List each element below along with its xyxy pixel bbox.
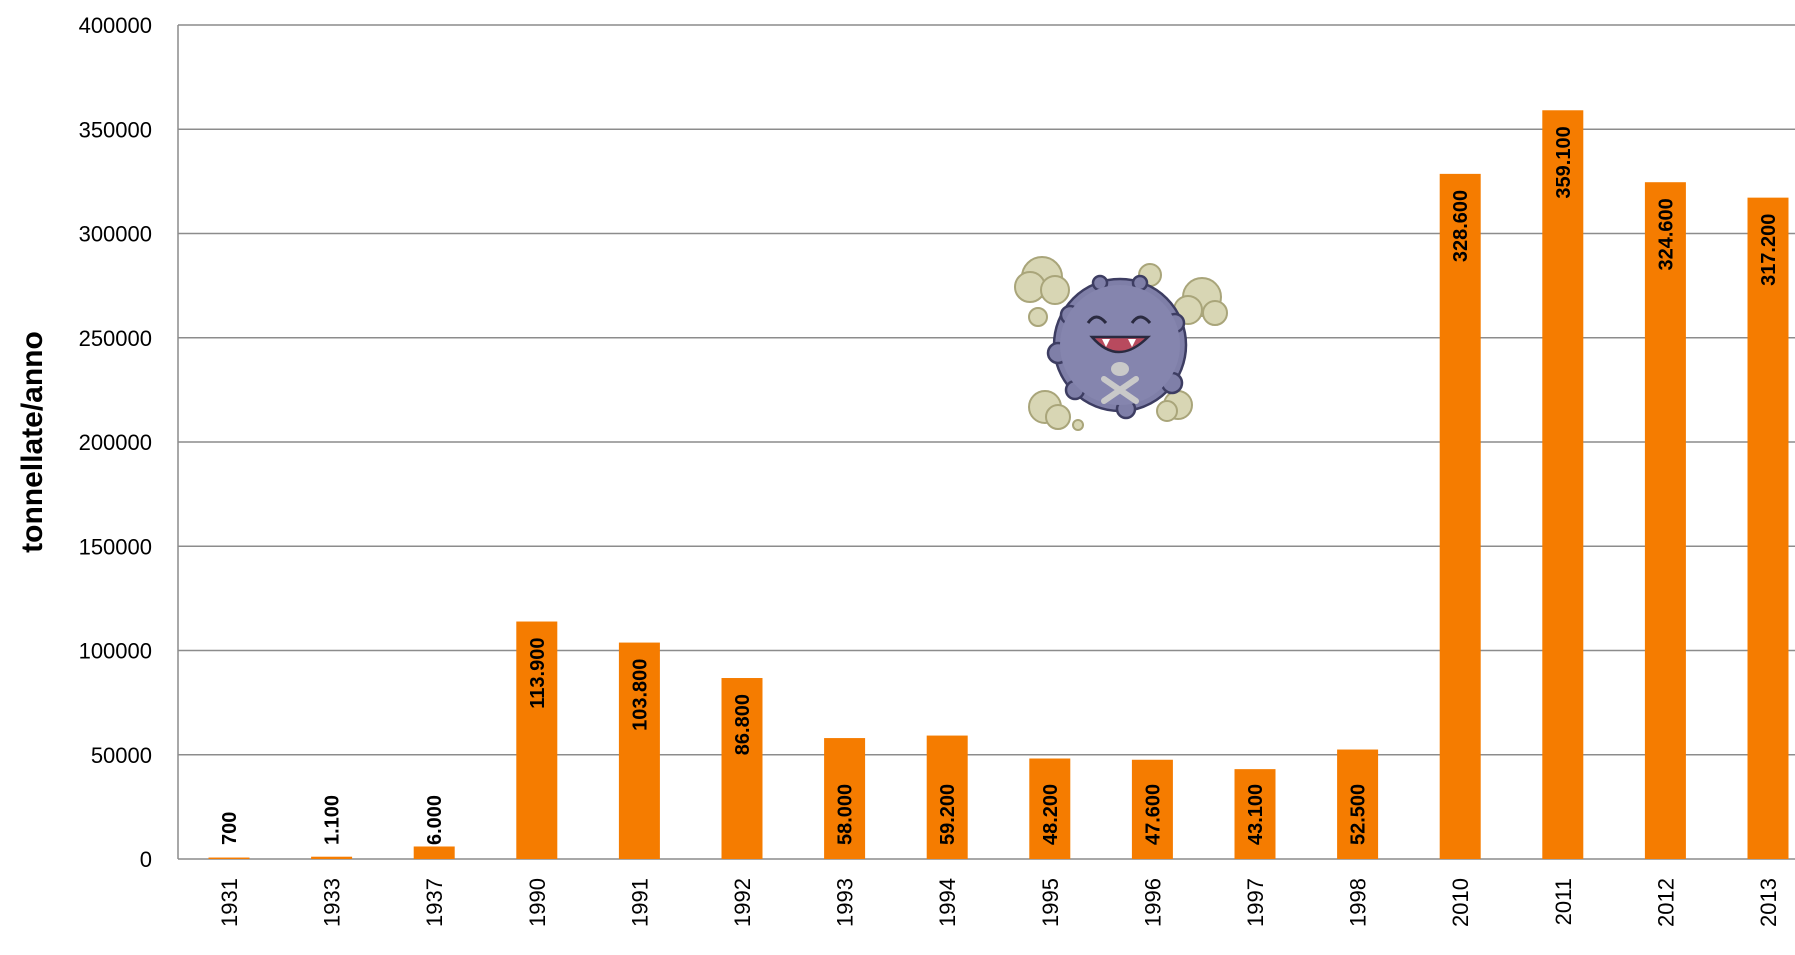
x-tick-label-1996: 1996	[1140, 878, 1165, 927]
bar-1933	[311, 856, 353, 859]
data-label-1997: 43.100	[1245, 784, 1267, 845]
x-tick-label-2013: 2013	[1756, 878, 1781, 927]
y-axis-title: tonnellate/anno	[16, 331, 49, 553]
data-label-2011: 359.100	[1553, 126, 1575, 198]
bar-2011	[1542, 110, 1584, 860]
y-axis-tick-labels: 0 50000 100000 150000 200000 250000 300000 3500…	[79, 13, 152, 872]
x-tick-label-1991: 1991	[627, 878, 652, 927]
bar-1993	[824, 738, 866, 859]
y-tick-label: 150000	[79, 534, 152, 559]
data-label-1992: 86.800	[732, 694, 754, 755]
y-tick-label: 300000	[79, 222, 152, 247]
bar-1997	[1234, 769, 1276, 859]
x-tick-label-1990: 1990	[525, 878, 550, 927]
y-tick-label: 400000	[79, 13, 152, 38]
x-tick-label-1931: 1931	[217, 878, 242, 927]
x-tick-label-1997: 1997	[1243, 878, 1268, 927]
x-tick-label-1937: 1937	[422, 878, 447, 927]
x-axis-tick-labels: 1931 1933 1937 1990 1991 1992 1993 1994 1995 1996…	[217, 878, 1781, 927]
x-tick-label-2010: 2010	[1448, 878, 1473, 927]
bar-1998	[1337, 749, 1379, 859]
y-tick-label: 100000	[79, 639, 152, 664]
data-label-1991: 103.800	[629, 659, 651, 731]
bar-1937	[413, 846, 455, 859]
data-label-1931: 700	[219, 812, 241, 845]
data-label-2010: 328.600	[1450, 190, 1472, 262]
data-label-2013: 317.200	[1758, 214, 1780, 286]
bar-1991	[618, 642, 660, 859]
x-tick-label-1994: 1994	[935, 878, 960, 927]
bar-2012	[1644, 182, 1686, 860]
y-tick-label: 250000	[79, 326, 152, 351]
data-label-1933: 1.100	[322, 795, 344, 845]
bar-1995	[1029, 758, 1071, 859]
bar-2013	[1747, 197, 1789, 859]
bar-1996	[1131, 759, 1173, 859]
bars	[208, 110, 1789, 860]
y-tick-label: 0	[140, 847, 152, 872]
x-tick-label-1998: 1998	[1346, 878, 1371, 927]
data-label-1990: 113.900	[527, 638, 549, 709]
bar-1992	[721, 678, 763, 859]
bar-2010	[1439, 173, 1481, 859]
data-label-1937: 6.000	[424, 795, 446, 845]
data-label-1993: 58.000	[835, 784, 857, 845]
data-label-2012: 324.600	[1655, 198, 1677, 270]
bar-1931	[208, 857, 250, 859]
x-tick-label-1992: 1992	[730, 878, 755, 927]
x-tick-label-2011: 2011	[1551, 878, 1576, 925]
data-label-1996: 47.600	[1142, 784, 1164, 845]
x-tick-label-1993: 1993	[833, 878, 858, 927]
data-label-1995: 48.200	[1040, 784, 1062, 845]
data-labels: 700 1.100 6.000 113.900 103.800 86.800 58.000 5…	[219, 126, 1780, 845]
x-tick-label-1933: 1933	[320, 878, 345, 927]
data-label-1998: 52.500	[1348, 784, 1370, 845]
bar-1990	[516, 621, 558, 859]
x-tick-label-2012: 2012	[1653, 878, 1678, 927]
bar-1994	[926, 735, 968, 859]
data-label-1994: 59.200	[937, 784, 959, 845]
y-tick-label: 350000	[79, 117, 152, 142]
gridlines	[178, 24, 1795, 860]
smog-creature-icon	[1014, 256, 1228, 431]
y-tick-label: 200000	[79, 430, 152, 455]
y-tick-label: 50000	[91, 743, 152, 768]
x-tick-label-1995: 1995	[1038, 878, 1063, 927]
